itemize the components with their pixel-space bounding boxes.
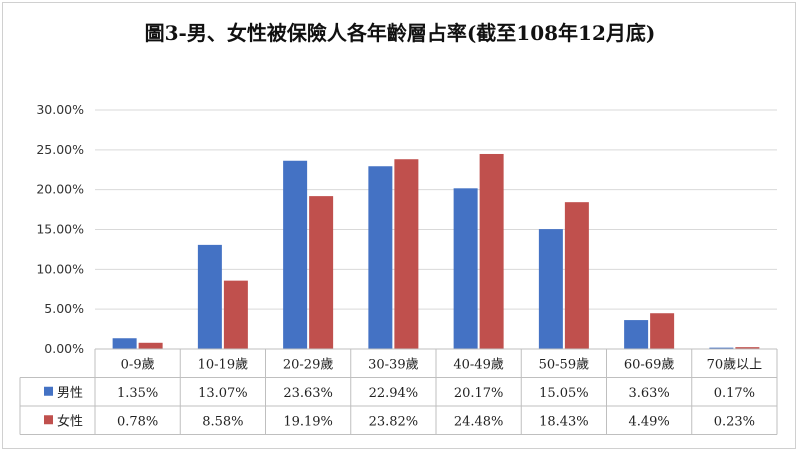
y-tick-label: 10.00% (36, 261, 84, 276)
y-tick-label: 15.00% (36, 222, 84, 237)
y-tick-label: 25.00% (36, 142, 84, 157)
data-value: 22.94% (369, 386, 419, 401)
category-label: 40-49歲 (453, 357, 503, 372)
legend-key (44, 415, 53, 425)
bar-male (624, 320, 649, 349)
bar-female (479, 153, 504, 349)
data-value: 20.17% (454, 386, 504, 401)
bar-male (283, 160, 308, 349)
data-value: 3.63% (628, 386, 669, 401)
bars (112, 153, 760, 349)
data-value: 24.48% (454, 414, 504, 429)
bar-male (368, 166, 393, 349)
legend-key (44, 386, 53, 396)
data-value: 8.58% (202, 414, 243, 429)
category-label: 60-69歲 (624, 357, 674, 372)
series-name: 女性 (57, 413, 83, 429)
bar-male (709, 347, 734, 349)
data-value: 23.63% (283, 386, 333, 401)
y-tick-label: 5.00% (44, 301, 84, 316)
category-label: 20-29歲 (283, 357, 333, 372)
bar-female (564, 202, 589, 349)
category-label: 10-19歲 (198, 357, 248, 372)
category-label: 0-9歲 (121, 357, 155, 372)
category-label: 50-59歲 (539, 357, 589, 372)
bar-female (735, 347, 760, 349)
bar-male (453, 188, 478, 349)
series-name: 男性 (57, 386, 83, 401)
data-value: 4.49% (628, 414, 669, 429)
data-table: 0-9歲 10-19歲 20-29歲 30-39歲 40-49歲 50-59歲 60-69歲… (19, 348, 778, 435)
bar-female (650, 313, 675, 349)
data-value: 19.19% (283, 414, 333, 429)
gridlines (95, 109, 777, 310)
bar-male (112, 338, 137, 349)
data-value: 0.78% (117, 414, 158, 429)
data-value: 0.23% (714, 414, 755, 429)
category-label: 70歲以上 (707, 357, 763, 372)
data-value: 0.17% (714, 386, 755, 401)
bar-male (538, 229, 563, 349)
data-value: 15.05% (539, 386, 589, 401)
y-axis: 0.00% 5.00% 10.00% 15.00% 20.00% 25.00% 30.00% (36, 102, 84, 356)
y-tick-label: 0.00% (44, 341, 84, 356)
bar-female (394, 159, 419, 349)
y-tick-label: 20.00% (36, 182, 84, 197)
bar-male (197, 244, 222, 349)
data-value: 18.43% (539, 414, 589, 429)
bar-female (223, 280, 248, 349)
data-value: 13.07% (198, 386, 248, 401)
data-value: 1.35% (117, 386, 158, 401)
chart-title: 圖3-男、女性被保險人各年齡層占率(截至108年12月底) (145, 21, 656, 45)
bar-female (309, 196, 334, 349)
data-value: 23.82% (369, 414, 419, 429)
category-label: 30-39歲 (368, 357, 418, 372)
bar-female (138, 342, 163, 349)
y-tick-label: 30.00% (36, 102, 84, 117)
